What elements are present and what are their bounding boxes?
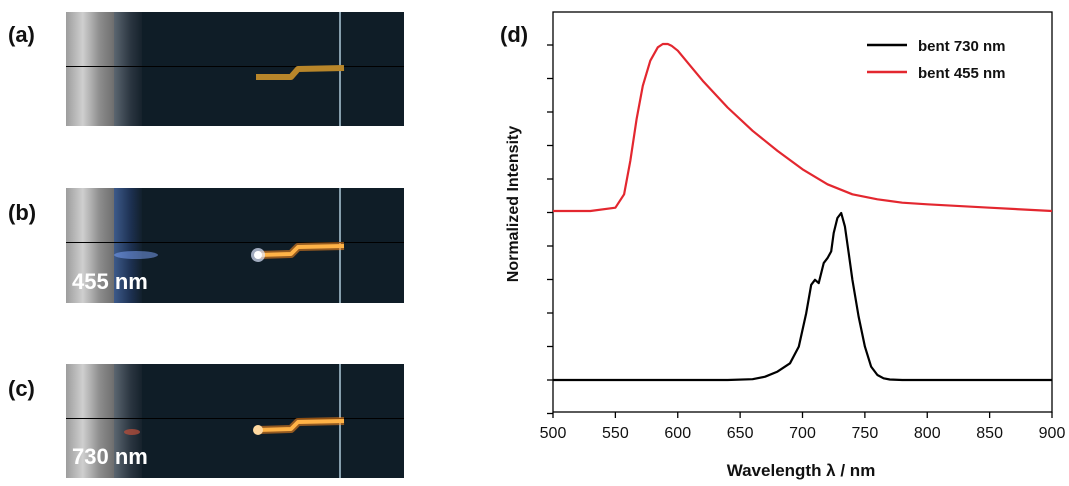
x-tick-label: 750 <box>852 425 879 442</box>
photo-panel-b: 455 nm <box>66 188 404 303</box>
x-tick-label: 600 <box>664 425 691 442</box>
photo-panel-c: 730 nm <box>66 364 404 478</box>
bent-wire-image <box>256 65 345 80</box>
photo-panel-a <box>66 12 404 126</box>
y-axis-label: Normalized Intensity <box>505 126 522 283</box>
photo-reference-line <box>66 66 404 67</box>
x-tick-label: 550 <box>602 425 629 442</box>
photo-glass-edge <box>114 364 142 478</box>
photo-reference-line <box>66 418 404 419</box>
x-tick-label: 900 <box>1039 425 1066 442</box>
x-tick-label: 850 <box>976 425 1003 442</box>
excitation-label-455: 455 nm <box>72 269 148 294</box>
panel-label-d: (d) <box>500 22 529 47</box>
legend-label: bent 730 nm <box>918 38 1006 55</box>
chart-legend: bent 730 nm bent 455 nm <box>867 38 1006 82</box>
photo-glass-strip <box>66 12 114 126</box>
series-line-bent-730 <box>553 211 1052 382</box>
photo-glass-edge <box>114 188 142 303</box>
chart-series <box>553 42 1053 382</box>
x-tick-label: 500 <box>540 425 567 442</box>
photo-glass-edge <box>114 12 142 126</box>
panel-label-c: (c) <box>8 376 35 401</box>
panel-label-b: (b) <box>8 200 37 225</box>
x-tick-label: 700 <box>789 425 816 442</box>
x-tick-label: 800 <box>914 425 941 442</box>
legend-label: bent 455 nm <box>918 65 1006 82</box>
photo-reference-line <box>66 242 404 243</box>
series-line-bent-455 <box>553 42 1053 213</box>
x-tick-label: 650 <box>727 425 754 442</box>
x-axis-label: Wavelength λ / nm <box>727 461 876 480</box>
bent-wire-glow-image <box>114 242 345 262</box>
photo-glass-strip <box>66 188 114 303</box>
panel-label-a: (a) <box>8 22 35 47</box>
excitation-label-730: 730 nm <box>72 444 148 469</box>
photo-glass-strip <box>66 364 114 478</box>
bent-wire-glow-image <box>124 417 345 435</box>
